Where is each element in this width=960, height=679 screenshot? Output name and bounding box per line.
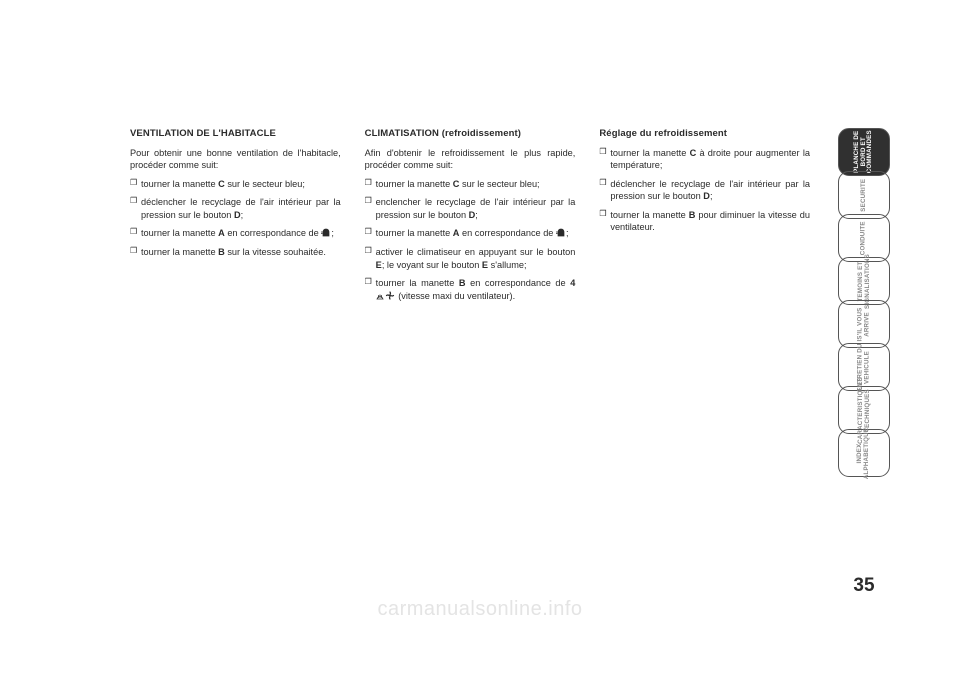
list-item: tourner la manette C sur le secteur bleu… — [130, 178, 341, 190]
defrost-fan-icon — [376, 291, 396, 303]
col1-heading: VENTILATION DE L'HABITACLE — [130, 128, 341, 141]
text: sur le secteur bleu; — [459, 179, 539, 189]
tab-label: IS'IL VOUSARRIVE — [858, 307, 871, 341]
tab-securite[interactable]: SECURITE — [838, 171, 890, 219]
col1-intro: Pour obtenir une bonne ventilation de l'… — [130, 147, 341, 172]
column-1: VENTILATION DE L'HABITACLE Pour obtenir … — [130, 128, 341, 309]
tab-label: INDEXALPHABETIQUE — [858, 427, 871, 478]
col1-list: tourner la manette C sur le secteur bleu… — [130, 178, 341, 259]
text: ; — [566, 228, 569, 238]
tab-label: CONDUITE — [861, 221, 868, 255]
text: ; — [710, 191, 713, 201]
col2-list: tourner la manette C sur le secteur bleu… — [365, 178, 576, 303]
column-3: Réglage du refroidissement tourner la ma… — [599, 128, 810, 309]
tab-temoins[interactable]: TEMOINS ETSIGNALISATIONS — [838, 257, 890, 305]
list-item: tourner la manette B pour diminuer la vi… — [599, 209, 810, 234]
text: ; — [475, 210, 478, 220]
list-item: tourner la manette A en correspondance d… — [365, 227, 576, 240]
bold: A — [218, 228, 225, 238]
col2-heading: CLIMATISATION (refroidissement) — [365, 128, 576, 141]
column-2: CLIMATISATION (refroidissement) Afin d'o… — [365, 128, 576, 309]
col2-intro: Afin d'obtenir le refroidissement le plu… — [365, 147, 576, 172]
list-item: déclencher le recyclage de l'air intérie… — [599, 178, 810, 203]
vent-face-icon — [556, 228, 566, 240]
text: tourner la manette — [141, 228, 218, 238]
text: ; le voyant sur le bouton — [382, 260, 482, 270]
text: en correspondance de — [459, 228, 556, 238]
text: tourner la manette — [141, 247, 218, 257]
list-item: déclencher le recyclage de l'air intérie… — [130, 196, 341, 221]
text: activer le climatiseur en appuyant sur l… — [376, 247, 576, 257]
tab-caracteristiques[interactable]: CARACTERISTIQUESTECHNIQUES — [838, 386, 890, 434]
text: tourner la manette — [610, 210, 688, 220]
list-item: tourner la manette C sur le secteur bleu… — [365, 178, 576, 190]
content-area: VENTILATION DE L'HABITACLE Pour obtenir … — [130, 128, 810, 309]
tab-planche-de-bord[interactable]: PLANCHE DEBORD ETCOMMANDES — [838, 128, 890, 176]
page-number: 35 — [838, 575, 890, 597]
tab-label: SECURITE — [861, 179, 868, 212]
bold: B — [459, 278, 466, 288]
col3-list: tourner la manette C à droite pour augme… — [599, 147, 810, 234]
list-item: tourner la manette A en correspondance d… — [130, 227, 341, 240]
text: en correspondance de — [225, 228, 322, 238]
bold: B — [218, 247, 225, 257]
text: tourner la manette — [376, 228, 453, 238]
vent-face-icon — [321, 228, 331, 240]
text: s'allume; — [488, 260, 527, 270]
text: sur le secteur bleu; — [225, 179, 305, 189]
list-item: enclencher le recyclage de l'air intérie… — [365, 196, 576, 221]
bold: D — [234, 210, 241, 220]
text: ; — [241, 210, 244, 220]
tab-index[interactable]: INDEXALPHABETIQUE — [838, 429, 890, 477]
text: (vitesse maxi du ventilateur). — [396, 291, 515, 301]
text: tourner la manette — [376, 278, 459, 288]
text: ; — [331, 228, 334, 238]
list-item: tourner la manette B en correspondance d… — [365, 277, 576, 303]
text: sur la vitesse souhaitée. — [225, 247, 326, 257]
list-item: tourner la manette C à droite pour augme… — [599, 147, 810, 172]
list-item: tourner la manette B sur la vitesse souh… — [130, 246, 341, 258]
text: tourner la manette — [376, 179, 453, 189]
side-tabs: PLANCHE DEBORD ETCOMMANDES SECURITE COND… — [838, 128, 890, 472]
text: tourner la manette — [610, 148, 689, 158]
list-item: activer le climatiseur en appuyant sur l… — [365, 246, 576, 271]
text: tourner la manette — [141, 179, 218, 189]
col3-heading: Réglage du refroidissement — [599, 128, 810, 141]
manual-page: VENTILATION DE L'HABITACLE Pour obtenir … — [0, 0, 960, 679]
bold: 4 — [570, 278, 575, 288]
tab-sil-vous-arrive[interactable]: IS'IL VOUSARRIVE — [838, 300, 890, 348]
tab-label: PLANCHE DEBORD ETCOMMANDES — [854, 130, 874, 173]
text: en correspondance de — [466, 278, 571, 288]
bold: D — [703, 191, 710, 201]
bold: C — [218, 179, 225, 189]
watermark: carmanualsonline.info — [0, 598, 960, 621]
